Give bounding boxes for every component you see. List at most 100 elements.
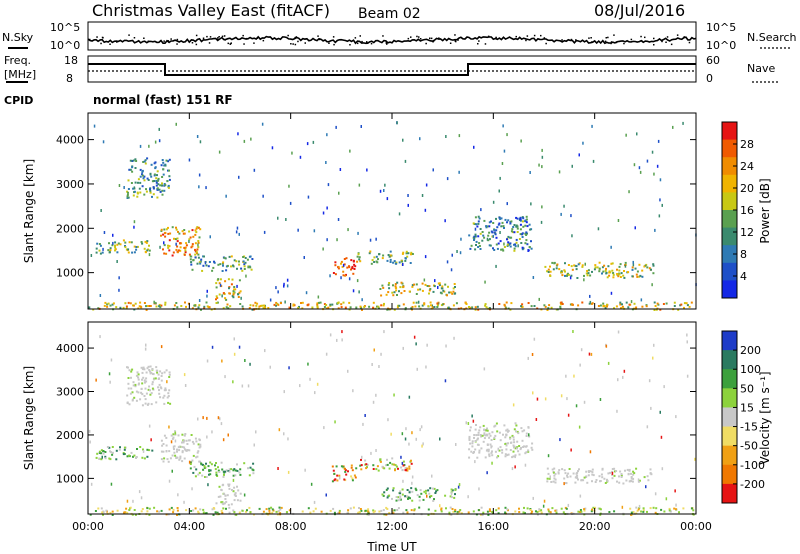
velocity-cell <box>217 495 220 498</box>
power-cell <box>622 274 625 277</box>
power-cell <box>206 289 208 293</box>
velocity-cell <box>255 430 257 434</box>
velocity-cell <box>491 431 494 434</box>
noise-search-point <box>349 44 351 46</box>
velocity-cell <box>418 495 421 498</box>
power-cell <box>160 164 163 167</box>
power-cell <box>499 176 501 180</box>
velocity-cell <box>527 449 530 452</box>
power-cell <box>477 220 480 223</box>
velocity-cell <box>168 450 171 453</box>
velocity-cell <box>411 499 414 502</box>
power-cell <box>196 248 199 251</box>
power-cell <box>129 168 132 171</box>
power-cell <box>636 275 639 278</box>
noise-search-point <box>332 36 335 38</box>
power-cell <box>398 212 401 216</box>
power-cell <box>395 289 398 292</box>
velocity-cell <box>607 361 610 365</box>
velocity-cell <box>497 455 500 458</box>
power-cell <box>233 288 236 291</box>
velocity-cell <box>668 507 671 510</box>
power-cell <box>116 260 118 263</box>
velocity-cell <box>133 454 136 457</box>
velocity-cell <box>509 441 512 444</box>
velocity-cell <box>468 437 471 440</box>
velocity-cell <box>100 458 103 461</box>
velocity-cell <box>236 485 238 488</box>
power-cell <box>352 289 355 293</box>
velocity-cell <box>174 433 177 436</box>
velocity-cell <box>222 483 225 486</box>
power-cell <box>148 305 151 307</box>
power-cell <box>99 294 102 297</box>
power-cell <box>132 194 135 197</box>
velocity-cell <box>127 382 130 385</box>
power-cell <box>312 140 315 144</box>
power-cell <box>200 258 203 261</box>
power-cell <box>199 228 202 231</box>
power-cell <box>196 252 198 255</box>
power-cell <box>336 238 338 242</box>
power-cell <box>154 302 157 305</box>
power-cell <box>138 305 141 308</box>
power-cell <box>404 259 407 262</box>
power-cell <box>232 290 235 293</box>
velocity-cell <box>560 507 563 510</box>
velocity-cell <box>331 465 334 468</box>
velocity-cell <box>654 492 657 496</box>
velocity-cell <box>576 474 579 477</box>
noise-search-point <box>449 42 452 44</box>
velocity-cell <box>435 490 438 493</box>
velocity-cell <box>154 377 157 380</box>
power-cell <box>130 182 133 184</box>
power-cell <box>168 175 171 178</box>
velocity-cell <box>521 439 524 442</box>
power-cell <box>180 242 183 245</box>
power-cell <box>430 304 432 307</box>
velocity-cell <box>409 497 411 500</box>
velocity-cell <box>146 510 149 513</box>
power-cell <box>526 225 529 228</box>
velocity-cell <box>528 435 531 438</box>
power-cell <box>488 221 491 224</box>
power-cell <box>679 304 682 307</box>
velocity-cell <box>123 446 126 449</box>
power-cell <box>147 179 150 181</box>
power-cell <box>369 238 372 242</box>
velocity-cell <box>553 467 556 470</box>
velocity-cell <box>161 372 164 375</box>
power-cell <box>342 274 345 277</box>
power-cell <box>493 229 496 231</box>
power-cell <box>356 255 359 258</box>
velocity-cell <box>287 470 290 474</box>
velocity-cell <box>181 460 184 463</box>
noise-search-point <box>610 41 613 43</box>
power-cell <box>510 302 513 305</box>
power-cell <box>167 232 170 235</box>
figure-title: Christmas Valley East (fitACF) <box>92 1 330 20</box>
power-cell <box>421 289 424 292</box>
velocity-cell <box>501 449 504 452</box>
velocity-cell <box>452 510 455 513</box>
velocity-cell <box>686 333 688 337</box>
power-cell <box>640 298 643 302</box>
velocity-cell <box>637 508 640 511</box>
velocity-cell <box>172 508 175 511</box>
power-cell <box>229 305 232 308</box>
velocity-cell <box>140 388 143 390</box>
power-cell <box>133 186 136 190</box>
velocity-cell <box>585 476 587 478</box>
power-cell <box>633 163 636 167</box>
velocity-cell <box>148 369 151 371</box>
velocity-cell <box>123 448 126 451</box>
velocity-cell <box>190 434 193 436</box>
velocity-cell <box>126 366 128 369</box>
velocity-cell <box>138 490 141 494</box>
velocity-cell <box>626 468 629 471</box>
power-cell <box>222 307 225 310</box>
power-cell <box>424 283 427 286</box>
power-cell <box>525 239 528 242</box>
velocity-cell <box>199 508 202 511</box>
